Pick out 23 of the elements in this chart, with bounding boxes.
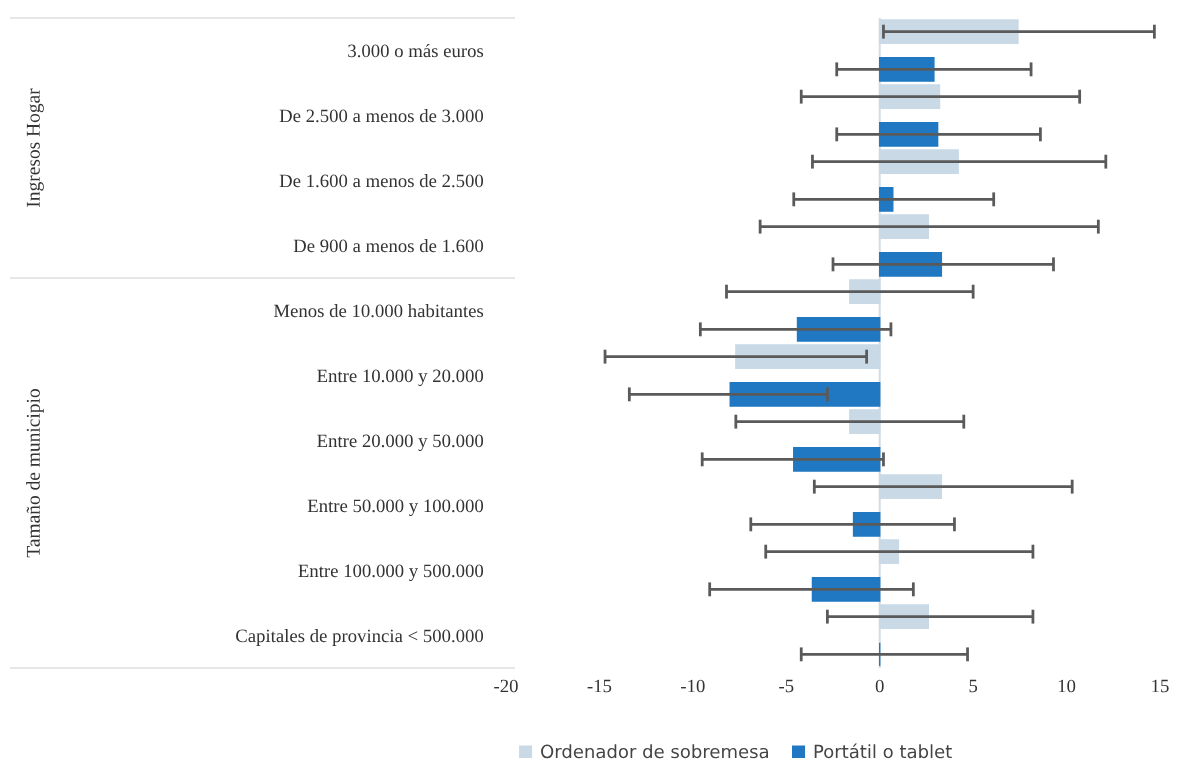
x-tick-label: -10 bbox=[681, 679, 705, 693]
x-tick-label: 10 bbox=[1058, 679, 1076, 693]
y-tick-label: Entre 10.000 y 20.000 bbox=[317, 369, 484, 387]
y-tick-label: 3.000 o más euros bbox=[348, 43, 484, 58]
x-tick-label: 15 bbox=[1152, 679, 1169, 693]
x-tick-label: -15 bbox=[587, 679, 612, 693]
legend-label: Portátil o tablet bbox=[814, 743, 952, 759]
bar bbox=[729, 381, 881, 407]
text: Tamaño de municipio bbox=[26, 389, 44, 558]
y-tick-label: Entre 20.000 y 50.000 bbox=[317, 434, 484, 452]
y-tick-label: Entre 100.000 y 500.000 bbox=[298, 564, 484, 582]
x-tick-label: 5 bbox=[969, 679, 978, 693]
y-tick-label: Capitales de provincia < 500.000 bbox=[236, 628, 484, 646]
x-tick-label: -20 bbox=[494, 679, 518, 693]
y-tick-label: Entre 50.000 y 100.000 bbox=[307, 499, 484, 517]
x-tick-label: -5 bbox=[779, 679, 794, 693]
y-tick-label: Menos de 10.000 habitantes bbox=[273, 303, 484, 318]
legend-label: Ordenador de sobremesa bbox=[541, 744, 768, 759]
y-tick-label: De 900 a menos de 1.600 bbox=[293, 238, 484, 253]
y-tick-label: De 1.600 a menos de 2.500 bbox=[279, 173, 484, 188]
y-tick-label: De 2.500 a menos de 3.000 bbox=[279, 108, 484, 123]
text: Ingresos Hogar bbox=[26, 88, 44, 207]
x-tick-label: 0 bbox=[875, 679, 884, 693]
